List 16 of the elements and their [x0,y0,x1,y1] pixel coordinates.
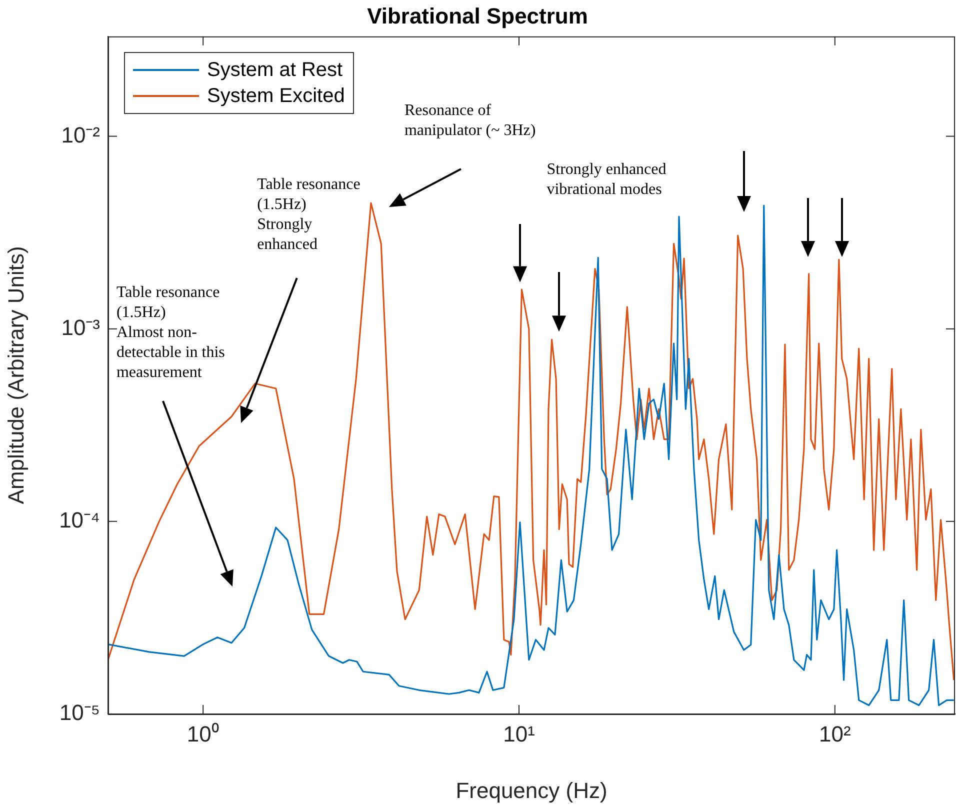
y-tick-label: 10⁻⁴ [59,507,100,532]
legend-label: System at Rest [207,58,343,82]
y-tick-label: 10⁻³ [61,314,100,340]
annotation: Resonance of manipulator (~ 3Hz) [404,101,536,142]
y-tick-label: 10⁻⁵ [59,700,100,726]
annotation: Table resonance (1.5Hz) Almost non- detectable in this measurement [116,283,225,384]
y-axis-title: Amplitude (Arbitrary Units) [3,246,28,504]
y-tick-label: 10⁻² [61,122,100,148]
x-tick-label: 10² [818,721,851,746]
x-tick-label: 10¹ [503,721,535,746]
legend-label: System Excited [207,84,345,108]
annotation: Strongly enhanced vibrational modes [546,160,666,200]
annotation: Table resonance (1.5Hz) Strongly enhanced [257,175,360,256]
x-axis-title: Frequency (Hz) [456,778,608,803]
chart-title: Vibrational Spectrum [367,3,588,28]
x-tick-label: 10⁰ [186,721,220,746]
